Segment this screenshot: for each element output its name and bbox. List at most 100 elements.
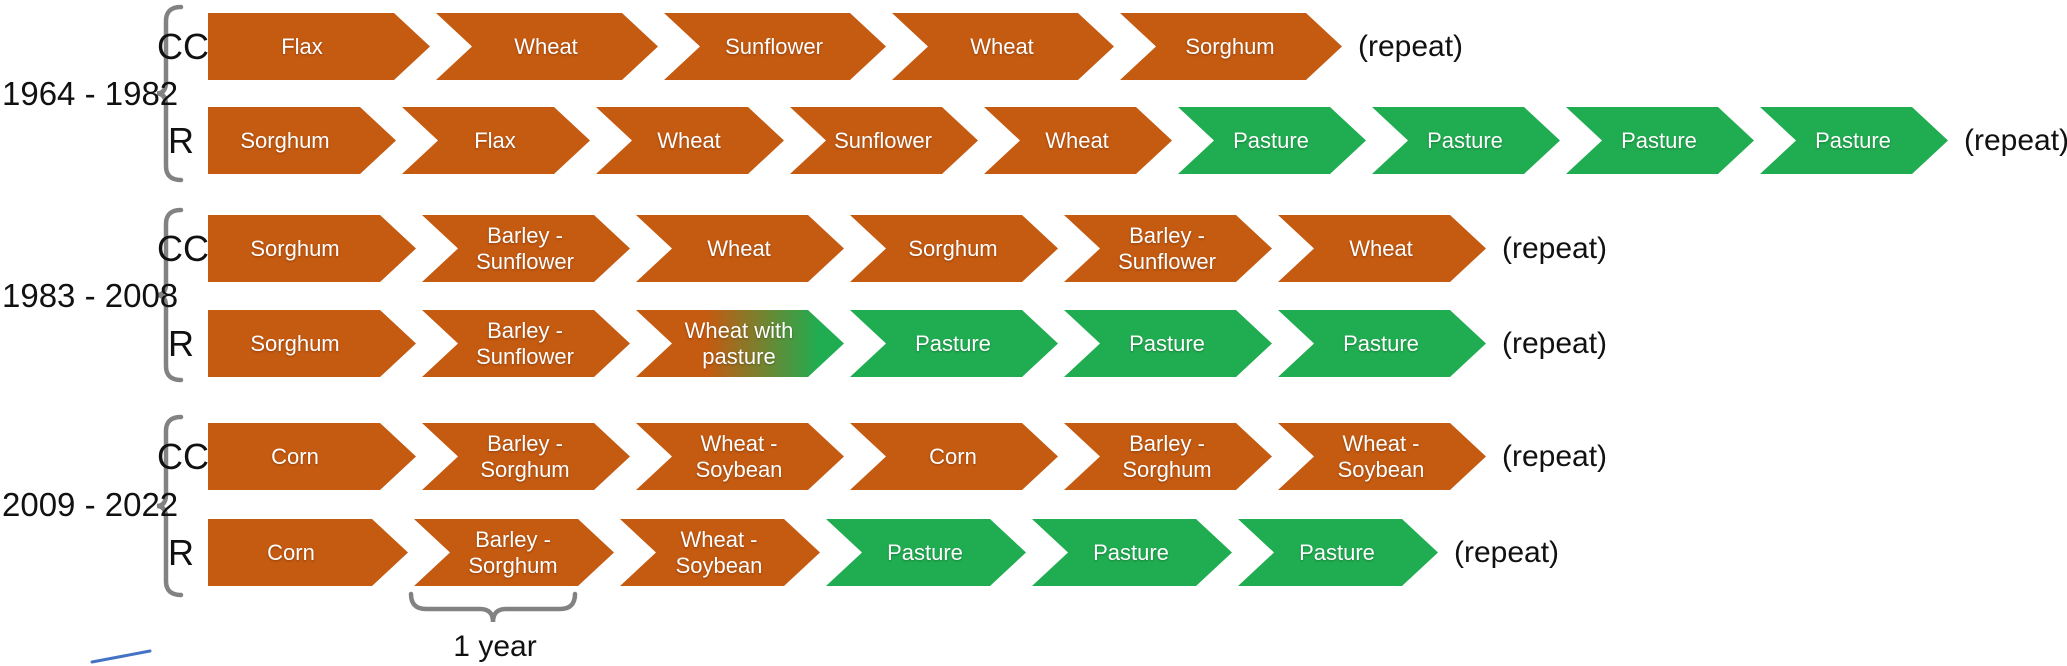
segment-label: Wheat (514, 33, 578, 59)
pasture-segment: Pasture (1178, 107, 1366, 174)
crop-segment: Corn (208, 519, 408, 586)
crop-segment: Sorghum (1120, 13, 1342, 80)
crop-segment: Wheat (1278, 215, 1486, 282)
crop-segment: Wheat - Soybean (636, 423, 844, 490)
crop-segment: Barley - Sorghum (414, 519, 614, 586)
pasture-segment: Pasture (1566, 107, 1754, 174)
segment-label: Wheat - Soybean (1337, 430, 1425, 482)
pasture-segment: Pasture (1372, 107, 1560, 174)
segment-label: Barley - Sunflower (1118, 222, 1216, 274)
segment-label: Pasture (1621, 127, 1697, 153)
r-row-label: R (168, 119, 194, 161)
crop-segment: Sorghum (208, 215, 416, 282)
pasture-segment: Pasture (1064, 310, 1272, 377)
segment-label: Wheat - Soybean (695, 430, 783, 482)
one-year-label: 1 year (453, 630, 537, 663)
crop-segment: Sorghum (208, 107, 396, 174)
cc-row-label: CC (157, 25, 209, 67)
crop-segment: Wheat (892, 13, 1114, 80)
crop-segment: Barley - Sunflower (1064, 215, 1272, 282)
crop-segment: Flax (208, 13, 430, 80)
crop-segment: Sorghum (208, 310, 416, 377)
one-year-bracket (408, 591, 578, 623)
segment-label: Wheat (657, 127, 721, 153)
segment-label: Pasture (915, 330, 991, 356)
repeat-label: (repeat) (1358, 29, 1464, 63)
segment-label: Pasture (1129, 330, 1205, 356)
segment-label: Barley - Sunflower (476, 317, 574, 369)
segment-label: Pasture (1815, 127, 1891, 153)
group-brace (156, 4, 184, 183)
period-label: 1964 - 1982 (2, 74, 179, 112)
repeat-label: (repeat) (1502, 231, 1608, 265)
crop-segment: Wheat (636, 215, 844, 282)
segment-label: Pasture (1427, 127, 1503, 153)
segment-label: Wheat - Soybean (675, 526, 763, 578)
segment-label: Pasture (1343, 330, 1419, 356)
r-row-label: R (168, 531, 194, 573)
pasture-segment: Pasture (1032, 519, 1232, 586)
segment-label: Barley - Sorghum (468, 526, 558, 578)
rotation-row: Corn Barley - Sorghum Wheat - Soybean Pastu… (208, 519, 1559, 586)
pasture-segment: Pasture (850, 310, 1058, 377)
segment-label: Corn (271, 443, 319, 469)
crop-segment: Flax (402, 107, 590, 174)
crop-segment: Barley - Sunflower (422, 215, 630, 282)
rotation-row: Sorghum Barley - Sunflower Wheat with past… (208, 310, 1607, 377)
crop-segment: Barley - Sorghum (422, 423, 630, 490)
segment-label: Sorghum (908, 235, 998, 261)
segment-label: Barley - Sunflower (476, 222, 574, 274)
pasture-segment: Pasture (1760, 107, 1948, 174)
segment-label: Wheat (707, 235, 771, 261)
crop-segment: Wheat (596, 107, 784, 174)
segment-label: Sunflower (834, 127, 932, 153)
pasture-segment: Pasture (1238, 519, 1438, 586)
segment-label: Sorghum (1185, 33, 1275, 59)
cc-row-label: CC (157, 435, 209, 477)
segment-label: Corn (267, 539, 315, 565)
crop-segment: Wheat - Soybean (620, 519, 820, 586)
segment-label: Sorghum (240, 127, 330, 153)
segment-label: Wheat (1045, 127, 1109, 153)
segment-label: Barley - Sorghum (480, 430, 570, 482)
repeat-label: (repeat) (1454, 535, 1560, 569)
crop-segment: Sunflower (790, 107, 978, 174)
cc-row-label: CC (157, 227, 209, 269)
segment-label: Pasture (1299, 539, 1375, 565)
segment-label: Wheat (1349, 235, 1413, 261)
repeat-label: (repeat) (1964, 123, 2067, 157)
crop-segment: Corn (850, 423, 1058, 490)
segment-label: Sorghum (250, 330, 340, 356)
transition-segment: Wheat with pasture (636, 310, 844, 377)
segment-label: Flax (281, 33, 323, 59)
rotation-row: Corn Barley - Sorghum Wheat - Soybean Corn B… (208, 423, 1607, 490)
segment-label: Pasture (887, 539, 963, 565)
rotation-row: Sorghum Flax Wheat Sunflower Wheat Pasture Pas… (208, 107, 2067, 174)
crop-segment: Sorghum (850, 215, 1058, 282)
segment-label: Sorghum (250, 235, 340, 261)
crop-segment: Barley - Sorghum (1064, 423, 1272, 490)
crop-segment: Wheat (436, 13, 658, 80)
crop-segment: Wheat - Soybean (1278, 423, 1486, 490)
segment-label: Sunflower (725, 33, 823, 59)
segment-label: Barley - Sorghum (1122, 430, 1212, 482)
period-label: 1983 - 2008 (2, 277, 179, 314)
segment-label: Wheat (970, 33, 1034, 59)
group-brace (156, 414, 184, 598)
blue-line-mark (90, 649, 152, 664)
group-brace (156, 207, 184, 383)
repeat-label: (repeat) (1502, 439, 1608, 473)
segment-label: Pasture (1093, 539, 1169, 565)
pasture-segment: Pasture (826, 519, 1026, 586)
segment-label: Corn (929, 443, 977, 469)
repeat-label: (repeat) (1502, 326, 1608, 360)
rotation-row: Sorghum Barley - Sunflower Wheat Sorghum Bar… (208, 215, 1607, 282)
r-row-label: R (168, 322, 194, 364)
segment-label: Pasture (1233, 127, 1309, 153)
rotation-row: Flax Wheat Sunflower Wheat Sorghum (repeat) (208, 13, 1463, 80)
pasture-segment: Pasture (1278, 310, 1486, 377)
segment-label: Flax (474, 127, 516, 153)
crop-segment: Sunflower (664, 13, 886, 80)
crop-segment: Wheat (984, 107, 1172, 174)
